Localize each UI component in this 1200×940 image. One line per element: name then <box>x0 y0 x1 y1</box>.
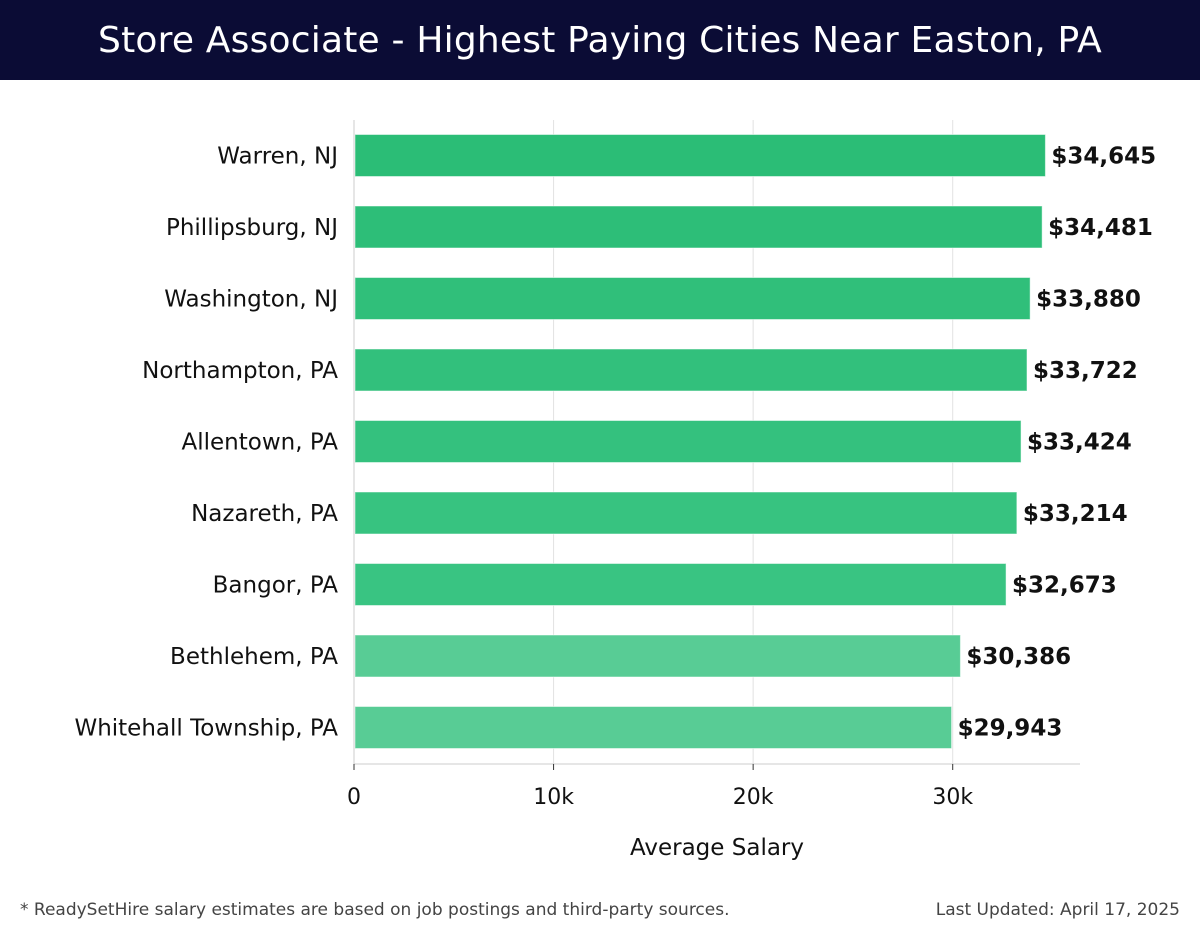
category-label: Whitehall Township, PA <box>74 716 338 742</box>
bar <box>354 277 1031 320</box>
bar-value-label: $30,386 <box>966 644 1071 670</box>
salary-bar-chart: 0 10k 20k 30k Average Salary $34,645 Warren, N… <box>74 120 1156 861</box>
category-label: Northampton, PA <box>142 358 338 384</box>
bar <box>354 134 1046 177</box>
category-label: Nazareth, PA <box>191 501 338 527</box>
category-label: Bangor, PA <box>213 573 339 599</box>
bar-value-label: $33,722 <box>1033 358 1138 384</box>
x-tick-label: 0 <box>347 785 361 810</box>
bar <box>354 634 961 678</box>
chart-title: Store Associate - Highest Paying Cities … <box>98 19 1102 61</box>
x-tick-label: 30k <box>932 785 973 810</box>
bar-value-label: $34,481 <box>1048 215 1153 241</box>
bar-value-label: $33,214 <box>1023 501 1128 527</box>
category-label: Phillipsburg, NJ <box>166 215 338 241</box>
bar <box>354 348 1028 392</box>
bar-value-label: $33,880 <box>1036 287 1141 313</box>
bar <box>354 420 1022 463</box>
category-label: Bethlehem, PA <box>170 644 338 670</box>
category-label: Washington, NJ <box>164 287 338 313</box>
x-tick-label: 20k <box>733 785 774 810</box>
footer-source-note: * ReadySetHire salary estimates are base… <box>20 900 730 920</box>
footer-last-updated: Last Updated: April 17, 2025 <box>935 900 1180 920</box>
x-tick-label: 10k <box>533 785 574 810</box>
x-axis-label: Average Salary <box>630 835 804 861</box>
bar-value-label: $33,424 <box>1027 430 1132 456</box>
bar-value-label: $32,673 <box>1012 573 1117 599</box>
bar <box>354 563 1007 606</box>
category-label: Allentown, PA <box>182 430 339 456</box>
bar <box>354 205 1043 249</box>
bar <box>354 491 1018 535</box>
bar-value-label: $29,943 <box>958 716 1063 742</box>
bar-value-label: $34,645 <box>1051 144 1156 170</box>
chart-title-bar: Store Associate - Highest Paying Cities … <box>0 0 1200 80</box>
bar <box>354 706 953 749</box>
category-label: Warren, NJ <box>217 144 338 170</box>
